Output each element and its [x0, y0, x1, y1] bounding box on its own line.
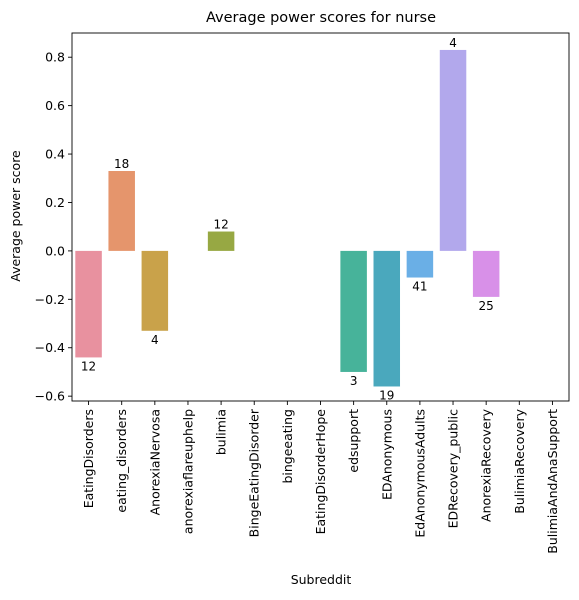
bar-count-label: 18: [114, 157, 129, 171]
chart-title: Average power scores for nurse: [206, 10, 436, 26]
bar-count-label: 4: [151, 333, 159, 347]
bar-count-label: 4: [449, 36, 457, 50]
bar-labels-group: 12 18 4 12 3 19 41 4 25: [81, 36, 494, 403]
x-tick-label: BulimiaAndAnaSupport: [545, 409, 560, 554]
x-tick-label: EatingDisorders: [81, 409, 96, 508]
y-tick-label: −0.6: [35, 389, 65, 404]
bar-count-label: 3: [350, 374, 358, 388]
bar: [207, 231, 235, 251]
y-tick-label: 0.2: [45, 195, 65, 210]
x-tick-label: bingeeating: [280, 409, 295, 484]
x-tick-label: EatingDisorderHope: [313, 409, 328, 535]
bar-count-label: 41: [412, 280, 427, 294]
bar-count-label: 19: [379, 388, 394, 402]
x-tick-label: EDRecovery_public: [446, 409, 461, 528]
x-tick-label: BingeEatingDisorder: [247, 408, 262, 537]
bar: [406, 250, 434, 278]
bar-count-label: 12: [81, 359, 96, 373]
bar-count-label: 25: [479, 299, 494, 313]
bar: [108, 171, 135, 251]
bar: [75, 250, 102, 358]
x-ticks-group: EatingDisorders eating_disorders AnorexiaN…: [81, 401, 560, 554]
x-tick-label: EdAnonymousAdults: [412, 409, 427, 538]
y-tick-label: −0.4: [35, 340, 65, 355]
bar-count-label: 12: [213, 218, 228, 232]
bar: [340, 250, 367, 372]
x-tick-label: BulimiaRecovery: [512, 408, 527, 513]
y-tick-label: 0.8: [45, 50, 65, 65]
bars-group: [75, 49, 500, 387]
plot-frame: [71, 32, 570, 402]
x-axis-label: Subreddit: [291, 572, 352, 587]
bar: [439, 49, 467, 251]
x-tick-label: EDAnonymous: [379, 409, 394, 500]
x-tick-label: AnorexiaNervosa: [147, 409, 162, 515]
x-tick-label: anorexiaflareuphelp: [180, 409, 195, 534]
y-tick-label: 0.0: [45, 243, 65, 258]
y-tick-label: −0.2: [35, 292, 65, 307]
y-ticks-group: −0.6 −0.4 −0.2 0.0 0.2 0.4 0.6 0.8: [35, 50, 72, 404]
bar: [472, 250, 500, 297]
x-tick-label: bulimia: [214, 409, 229, 455]
x-tick-label: eating_disorders: [114, 409, 129, 513]
x-tick-label: AnorexiaRecovery: [479, 408, 494, 522]
y-tick-label: 0.4: [45, 147, 65, 162]
bar: [141, 250, 169, 331]
bar: [373, 250, 401, 387]
y-tick-label: 0.6: [45, 98, 65, 113]
x-tick-label: edsupport: [346, 409, 361, 473]
y-axis-label: Average power score: [8, 150, 23, 282]
